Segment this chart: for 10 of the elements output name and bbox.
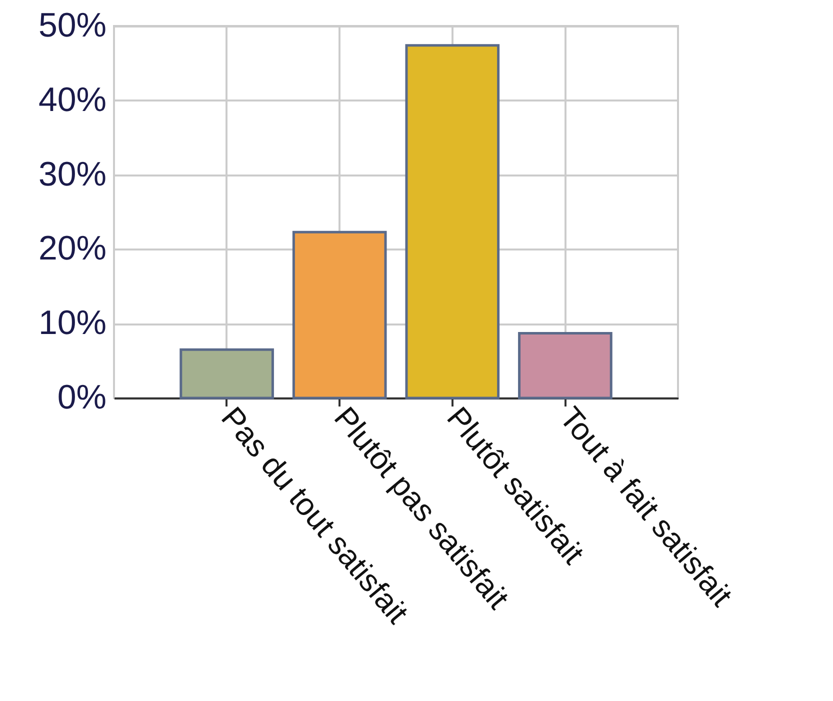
y-tick-label: 20% [38,230,106,268]
bar [180,348,274,400]
bar [292,230,387,400]
y-tick-label: 0% [57,378,106,416]
y-tick-label: 50% [38,6,106,44]
y-tick-label: 10% [38,304,106,342]
bar [405,44,500,400]
bar [518,332,612,400]
y-tick-label: 30% [38,155,106,194]
y-tick-label: 40% [38,80,106,119]
